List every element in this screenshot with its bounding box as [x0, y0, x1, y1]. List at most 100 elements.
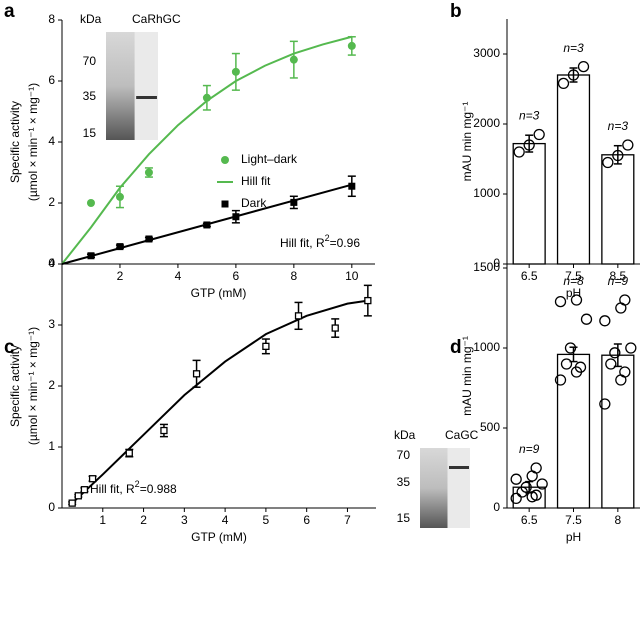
n-label: n=3 [563, 41, 584, 55]
data-point [599, 315, 611, 327]
y-tick-label: 6 [48, 73, 55, 87]
data-point [625, 342, 637, 354]
data-point [574, 361, 587, 373]
y-axis-label: (µmol × min⁻¹ × mg⁻¹) [26, 327, 40, 445]
legend-item: Light–dark [221, 152, 298, 166]
marker [115, 192, 124, 201]
data-point [609, 347, 621, 359]
marker [364, 296, 372, 305]
data-point [513, 146, 525, 158]
x-tick-label: 3 [181, 513, 188, 527]
x-tick-label: 8 [614, 513, 621, 527]
y-tick-label: 4 [48, 256, 55, 270]
x-tick-label: 10 [345, 269, 359, 283]
y-tick-label: 4 [48, 134, 55, 148]
y-tick-label: 2 [48, 195, 55, 209]
x-tick-label: 2 [117, 269, 124, 283]
gel-lane [134, 32, 158, 140]
annotation: Hill fit, R2=0.988 [90, 479, 177, 496]
data-point [557, 77, 570, 90]
panel-label: b [450, 1, 462, 22]
fit-line [71, 299, 368, 504]
y-tick-label: 1000 [473, 186, 500, 200]
data-point [605, 358, 617, 370]
data-point [530, 462, 542, 474]
x-tick-label: 1 [99, 513, 106, 527]
marker [88, 475, 97, 483]
data-point [560, 358, 573, 370]
data-point [612, 149, 624, 162]
n-label: n=9 [608, 274, 629, 288]
x-axis-label: GTP (mM) [191, 530, 247, 544]
data-point [564, 342, 577, 354]
x-axis-label: GTP (mM) [191, 286, 247, 300]
x-axis-label: pH [566, 286, 581, 300]
marker [125, 449, 133, 457]
x-tick-label: 7.5 [565, 269, 582, 283]
inset-title: CaGC [445, 428, 479, 442]
annotation-sup: 2 [325, 233, 330, 243]
marker [289, 55, 298, 64]
panel-label: d [450, 337, 462, 358]
y-axis-label: Specific activity [8, 345, 22, 427]
marker [160, 426, 168, 435]
data-point [599, 398, 611, 410]
x-tick-label: 6.5 [521, 513, 538, 527]
data-point [567, 69, 580, 81]
n-label: n=3 [519, 109, 540, 123]
gel-band [449, 466, 469, 469]
marker [86, 199, 95, 207]
data-point [554, 295, 567, 308]
data-point [510, 492, 522, 505]
x-tick-label: 8.5 [609, 269, 626, 283]
y-tick-label: 3000 [473, 46, 500, 60]
y-tick-label: 1500 [473, 260, 500, 274]
y-tick-label: 0 [493, 500, 500, 514]
marker [74, 492, 82, 500]
y-tick-label: 2 [48, 378, 55, 392]
y-axis-label: mAU min mg⁻¹ [460, 102, 474, 182]
panel-label: c [4, 337, 15, 358]
gel-lane [447, 448, 470, 528]
inset-unit: kDa [394, 428, 416, 442]
y-tick-label: 500 [480, 420, 500, 434]
legend-item: Dark [221, 196, 267, 210]
legend-label: Hill fit [241, 174, 271, 188]
marker [144, 168, 153, 177]
x-tick-label: 6 [303, 513, 310, 527]
bar [556, 353, 591, 509]
data-point [530, 489, 542, 501]
x-tick-label: 8 [291, 269, 298, 283]
x-tick-label: 7.5 [565, 513, 582, 527]
inset-marker: 70 [397, 448, 411, 462]
legend-label: Dark [241, 196, 267, 210]
marker [192, 370, 201, 378]
y-tick-label: 2000 [473, 116, 500, 130]
bar [556, 74, 591, 265]
y-tick-label: 8 [48, 12, 55, 26]
marker [262, 342, 270, 351]
legend-label: Light–dark [241, 152, 298, 166]
marker [68, 499, 76, 507]
y-tick-label: 0 [493, 256, 500, 270]
inset-marker: 35 [397, 475, 411, 489]
data-point [536, 478, 548, 490]
data-point [533, 128, 545, 141]
annotation-text: Hill fit, R [280, 236, 325, 250]
y-axis-label: (µmol × min⁻¹ × mg⁻¹) [26, 83, 40, 201]
legend-swatch [221, 156, 229, 164]
marker [80, 486, 89, 494]
data-point [523, 139, 535, 151]
marker [348, 182, 356, 190]
data-point [510, 473, 522, 485]
inset-title: CaRhGC [132, 12, 181, 26]
y-tick-label: 1000 [473, 340, 500, 354]
x-tick-label: 4 [175, 269, 182, 283]
marker [87, 252, 95, 260]
annotation-suffix: =0.988 [140, 482, 177, 496]
n-label: n=8 [563, 274, 584, 288]
inset-marker: 35 [83, 89, 97, 103]
inset-unit: kDa [80, 12, 102, 26]
annotation-text: Hill fit, R [90, 482, 135, 496]
